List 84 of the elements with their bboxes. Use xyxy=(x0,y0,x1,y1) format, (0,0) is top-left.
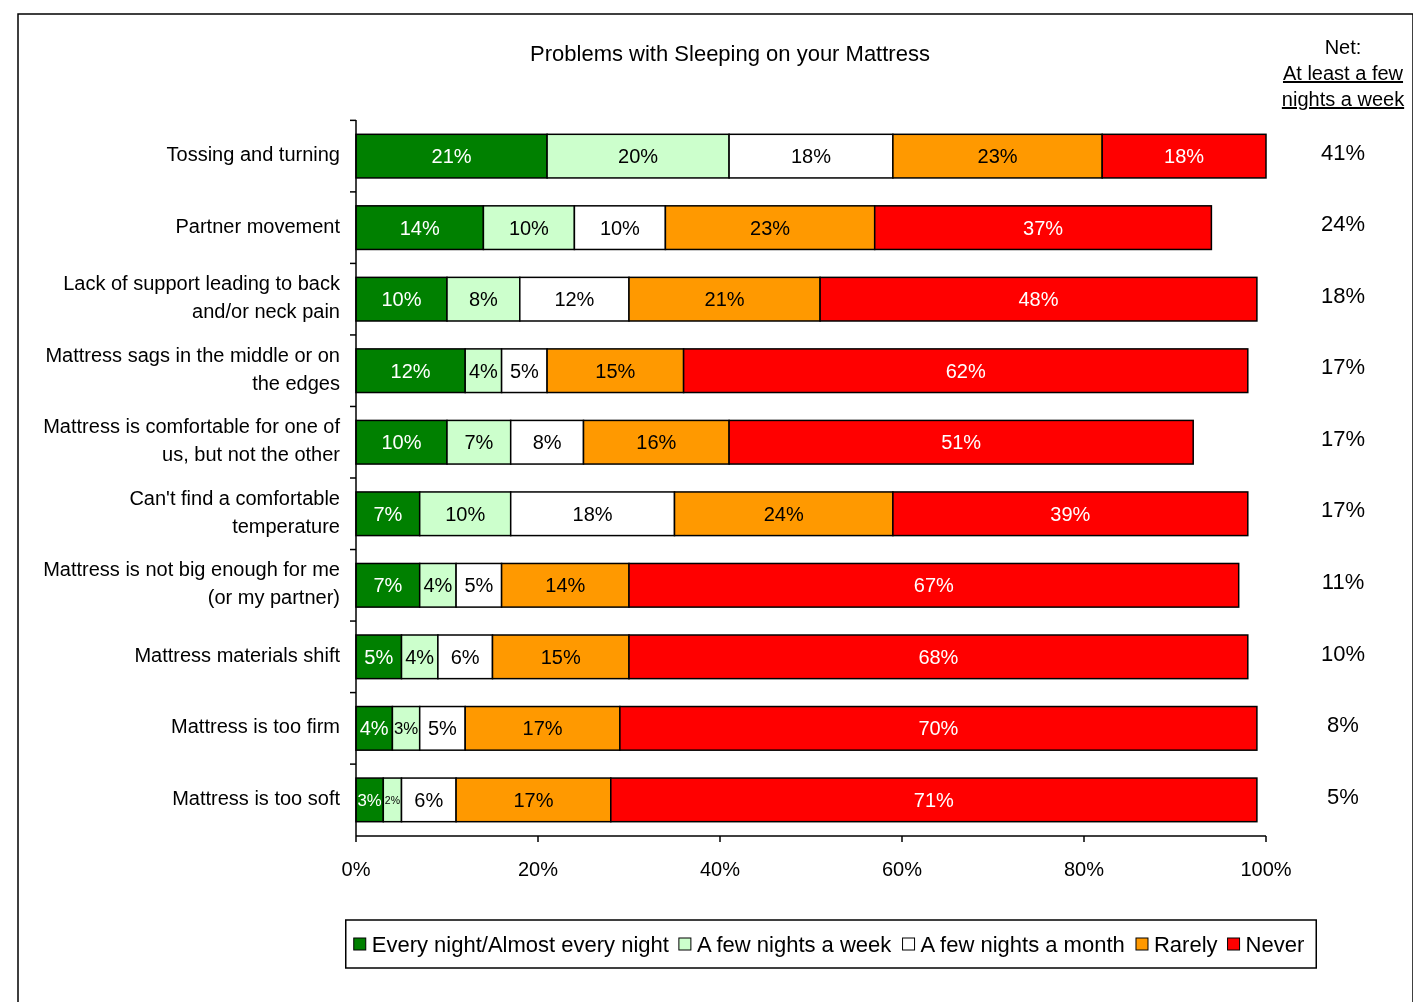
y-tick-label: Mattress is too firm xyxy=(171,715,340,738)
y-tick-label: Mattress is not big enough for me (or my partner) xyxy=(43,558,340,609)
text: 11% xyxy=(1321,568,1365,594)
text: Net: xyxy=(1324,36,1362,58)
data-label: 18% xyxy=(790,145,832,168)
data-label: 3% xyxy=(357,790,382,810)
legend-label: A few nights a month xyxy=(920,931,1125,957)
data-label: 18% xyxy=(572,502,613,525)
data-label: 5% xyxy=(509,359,540,382)
data-label: 23% xyxy=(750,216,791,239)
data-label: 6% xyxy=(450,645,480,668)
data-label: 39% xyxy=(1050,502,1091,525)
data-label: 24% xyxy=(763,502,804,525)
y-tick-label: Tossing and turning xyxy=(166,143,340,166)
data-label: 70% xyxy=(918,717,959,740)
text: At least a few nights a week xyxy=(1281,62,1406,110)
text: 17% xyxy=(1320,354,1366,380)
legend-label: Never xyxy=(1245,931,1305,957)
y-tick-label: Mattress materials shift xyxy=(134,643,341,666)
text: 5% xyxy=(1327,783,1359,809)
data-label: 5% xyxy=(364,645,394,668)
data-label: 15% xyxy=(540,645,581,668)
data-label: 71% xyxy=(913,788,955,811)
data-label: 20% xyxy=(618,145,659,168)
data-label: 8% xyxy=(532,431,562,454)
y-tick-label: Can't find a comfortable temperature xyxy=(129,486,340,537)
data-label: 67% xyxy=(913,574,955,597)
data-label: 10% xyxy=(599,216,641,239)
text: 41% xyxy=(1320,139,1366,165)
data-label: 68% xyxy=(918,645,959,668)
x-tick-label: 100% xyxy=(1240,858,1292,880)
x-tick-label: 20% xyxy=(517,858,559,880)
y-tick-label: Lack of support leading to back and/or neck pain xyxy=(63,272,341,323)
data-label: 15% xyxy=(595,359,636,382)
data-label: 10% xyxy=(381,288,422,311)
x-tick-label: 40% xyxy=(699,858,741,880)
text: 17% xyxy=(1320,425,1366,451)
y-tick-label: Mattress is too soft xyxy=(172,786,341,809)
data-label: 4% xyxy=(405,645,435,668)
y-tick-label: Mattress is comfortable for one of us, but not the other xyxy=(43,415,341,466)
data-label: 3% xyxy=(393,719,419,739)
data-label: 12% xyxy=(390,359,431,382)
data-label: 4% xyxy=(423,574,453,597)
data-label: 2% xyxy=(384,793,400,806)
text: 8% xyxy=(1327,712,1359,738)
data-label: 8% xyxy=(468,288,499,311)
legend-label: Every night/Almost every night xyxy=(371,931,669,957)
x-tick-label: 60% xyxy=(881,858,923,880)
legend-label: Rarely xyxy=(1153,931,1218,957)
data-label: 10% xyxy=(445,502,486,525)
data-label: 6% xyxy=(414,788,444,811)
y-tick-label: Partner movement xyxy=(175,214,341,237)
data-label: 17% xyxy=(513,788,554,811)
legend-label: A few nights a week xyxy=(696,931,893,957)
text: 10% xyxy=(1320,640,1366,666)
data-label: 21% xyxy=(431,145,472,168)
data-label: 17% xyxy=(522,717,563,740)
x-tick-label: 0% xyxy=(341,858,371,880)
data-label: 7% xyxy=(373,574,403,597)
chart-title: Problems with Sleeping on your Mattress xyxy=(530,41,930,66)
data-label: 5% xyxy=(464,574,494,597)
data-label: 21% xyxy=(704,288,745,311)
data-label: 62% xyxy=(945,359,986,382)
data-label: 14% xyxy=(545,574,586,597)
data-label: 4% xyxy=(468,359,499,382)
data-label: 37% xyxy=(1023,216,1064,239)
data-label: 51% xyxy=(941,431,982,454)
data-label: 5% xyxy=(428,717,458,740)
data-label: 10% xyxy=(381,431,422,454)
data-label: 16% xyxy=(636,431,677,454)
data-label: 12% xyxy=(554,288,595,311)
x-tick-label: 80% xyxy=(1063,858,1105,880)
y-tick-label: Mattress sags in the middle or on the edges xyxy=(45,343,340,394)
data-label: 10% xyxy=(508,216,550,239)
data-label: 4% xyxy=(359,717,389,740)
data-label: 23% xyxy=(977,145,1018,168)
text: 18% xyxy=(1320,282,1366,308)
data-label: 18% xyxy=(1164,145,1205,168)
data-label: 7% xyxy=(464,431,494,454)
data-label: 48% xyxy=(1018,288,1059,311)
data-label: 14% xyxy=(399,216,440,239)
text: 17% xyxy=(1320,497,1366,523)
text: 24% xyxy=(1320,211,1366,237)
data-label: 7% xyxy=(373,502,403,525)
